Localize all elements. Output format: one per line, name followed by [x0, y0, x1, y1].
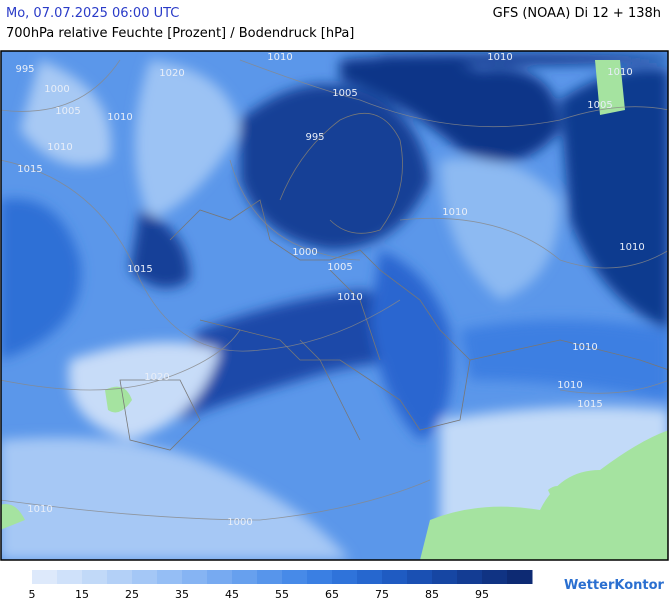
- colorbar-cell: [82, 570, 108, 584]
- isobar-label: 1010: [337, 292, 362, 303]
- colorbar-cell: [232, 570, 258, 584]
- isobar-label: 1015: [127, 264, 152, 275]
- isobar-label: 1005: [55, 106, 80, 117]
- isobar-label: 1010: [619, 242, 644, 253]
- colorbar-cell: [332, 570, 358, 584]
- colorbar-cell: [207, 570, 233, 584]
- isobar-label: 1010: [27, 504, 52, 515]
- isobar-label: 1015: [577, 399, 602, 410]
- colorbar-tick-label: 95: [475, 588, 489, 600]
- isobar-label: 1005: [587, 100, 612, 111]
- coastlines: [119, 112, 668, 451]
- colorbar-tick-label: 25: [125, 588, 139, 600]
- colorbar-cell: [432, 570, 458, 584]
- isobar-labels: 995 1000 1005 1010 1010 1015 1020 1010 1005 1010 9…: [15, 52, 644, 528]
- humidity-field: 995 1000 1005 1010 1010 1015 1020 1010 1005 1010 9…: [1, 51, 668, 560]
- colorbar-cell: [57, 570, 83, 584]
- colorbar-cell: [132, 570, 158, 584]
- map-frame: [0, 50, 669, 561]
- colorbar-cell: [257, 570, 283, 584]
- colorbar-cell: [482, 570, 508, 584]
- colorbar-cell: [107, 570, 133, 584]
- colorbar-cell: [157, 570, 183, 584]
- colorbar-tick-label: 85: [425, 588, 439, 600]
- colorbar-tick-label: 75: [375, 588, 389, 600]
- isobar-label: 1000: [292, 247, 317, 258]
- colorbar-tick-label: 45: [225, 588, 239, 600]
- isobar-label: 995: [305, 132, 324, 143]
- colorbar-tick-label: 35: [175, 588, 189, 600]
- colorbar: 5 15 25 35 45 55 65 75 85 95: [29, 570, 533, 600]
- isobar-label: 1020: [159, 68, 184, 79]
- colorbar-cell: [382, 570, 408, 584]
- subtitle: 700hPa relative Feuchte [Prozent] / Bode…: [6, 26, 355, 41]
- colorbar-cell: [32, 570, 58, 584]
- logo: WetterKontor: [564, 578, 665, 593]
- colorbar-cell: [307, 570, 333, 584]
- colorbar-tick-label: 55: [275, 588, 289, 600]
- colorbar-tick-label: 65: [325, 588, 339, 600]
- colorbar-cell: [357, 570, 383, 584]
- isobar-label: 1010: [607, 67, 632, 78]
- colorbar-tick-label: 5: [29, 588, 36, 600]
- isobar-label: 1020: [144, 372, 169, 383]
- isobar-label: 1010: [557, 380, 582, 391]
- isobar-label: 995: [15, 64, 34, 75]
- isobar-label: 1010: [47, 142, 72, 153]
- isobar-label: 1010: [107, 112, 132, 123]
- isobar-label: 1010: [442, 207, 467, 218]
- isobar-label: 1010: [572, 342, 597, 353]
- colorbar-cell: [507, 570, 533, 584]
- isobar-label: 1000: [227, 517, 252, 528]
- isobar-label: 1000: [44, 84, 69, 95]
- isobar-label: 1010: [487, 52, 512, 63]
- isobars: [1, 59, 668, 521]
- isobar-label: 1010: [267, 52, 292, 63]
- isobar-label: 1005: [327, 262, 352, 273]
- isobar-label: 1005: [332, 88, 357, 99]
- colorbar-tick-label: 15: [75, 588, 89, 600]
- datetime: Mo, 07.07.2025 06:00 UTC: [6, 6, 180, 21]
- colorbar-cell: [407, 570, 433, 584]
- colorbar-cell: [182, 570, 208, 584]
- model-run: GFS (NOAA) Di 12 + 138h: [492, 6, 661, 21]
- colorbar-cell: [282, 570, 308, 584]
- isobar-label: 1015: [17, 164, 42, 175]
- colorbar-cell: [457, 570, 483, 584]
